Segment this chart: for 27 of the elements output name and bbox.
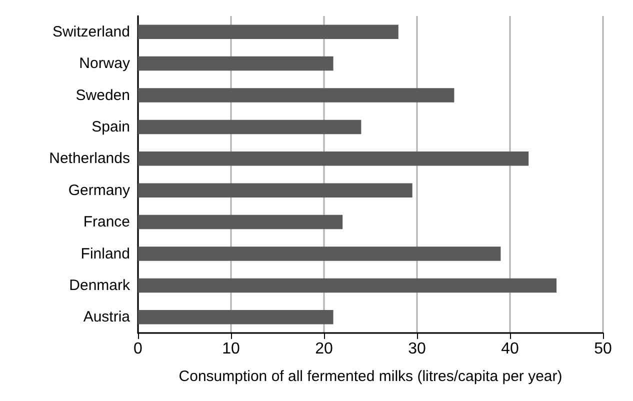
x-tick-label: 10 [222,340,240,358]
y-tick-label: Switzerland [52,23,130,40]
x-tick-label: 40 [501,340,519,358]
y-tick-label: France [83,214,130,231]
y-tick-label: Finland [80,245,130,262]
y-tick-label: Norway [79,55,130,72]
bar [138,214,343,230]
x-tick-label: 0 [134,340,143,358]
x-tick-label: 50 [594,340,612,358]
bar [138,183,412,198]
bar [138,24,398,39]
y-tick-label: Austria [83,308,131,326]
bar [138,120,362,134]
y-tick-label: Denmark [69,276,130,294]
bar [138,278,556,293]
x-axis-title: Consumption of all fermented milks (litres/capita per year) [178,368,562,385]
x-tick-label: 20 [315,340,333,358]
bar [138,88,454,102]
bar [138,56,334,71]
bar [138,152,529,166]
y-tick-label: Sweden [76,86,130,104]
y-tick-label: Netherlands [49,150,130,168]
y-tick-label: Germany [68,182,130,199]
bar [138,310,334,324]
bar [138,246,501,261]
x-tick-label: 30 [408,340,426,358]
y-tick-label: Spain [92,118,130,136]
